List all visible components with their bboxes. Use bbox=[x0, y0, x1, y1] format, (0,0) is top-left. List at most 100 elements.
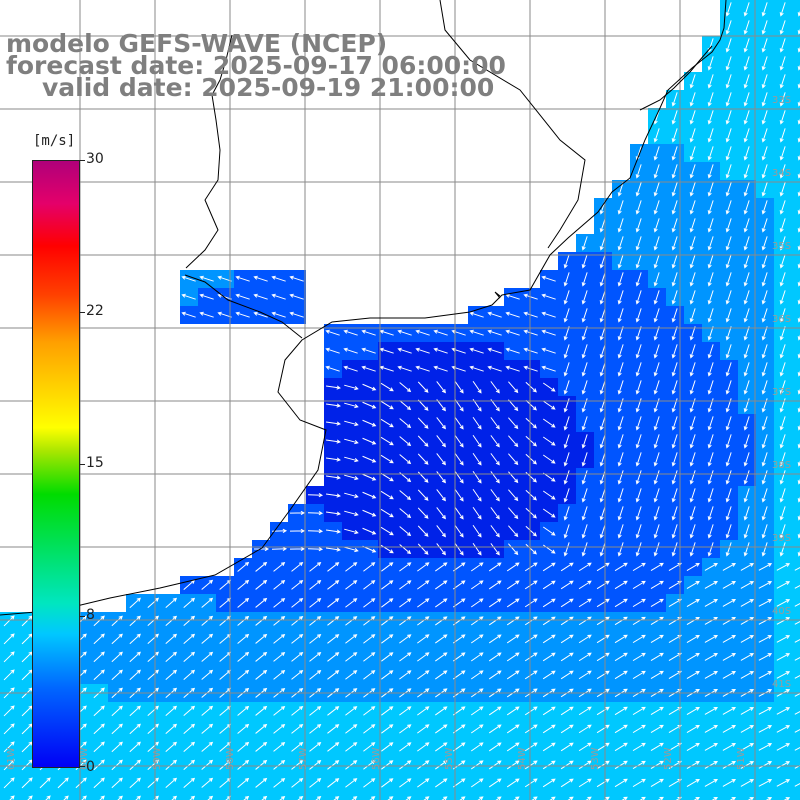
wind-arrow bbox=[650, 580, 664, 590]
wind-cell bbox=[270, 792, 288, 800]
wind-arrow bbox=[201, 705, 214, 716]
wind-arrow bbox=[614, 562, 628, 572]
wind-arrow bbox=[345, 634, 358, 644]
wind-arrow bbox=[309, 634, 322, 644]
wind-arrow bbox=[111, 633, 123, 645]
wind-arrow bbox=[761, 308, 768, 323]
lon-label: 56W bbox=[371, 747, 382, 770]
wind-arrow bbox=[490, 453, 500, 466]
wind-arrow bbox=[291, 651, 304, 662]
wind-arrow bbox=[704, 779, 718, 787]
wind-cell bbox=[792, 396, 800, 414]
colorbar-tickmark bbox=[79, 464, 85, 465]
wind-arrow bbox=[381, 652, 394, 662]
wind-arrow bbox=[399, 562, 412, 572]
wind-arrow bbox=[686, 760, 700, 769]
wind-arrow bbox=[725, 182, 732, 197]
wind-arrow bbox=[689, 146, 696, 161]
wind-arrow bbox=[271, 311, 286, 318]
wind-arrow bbox=[599, 506, 606, 521]
wind-arrow bbox=[596, 724, 610, 734]
wind-arrow bbox=[454, 434, 464, 448]
wind-arrow bbox=[653, 164, 660, 179]
wind-arrow bbox=[635, 308, 642, 323]
wind-arrow bbox=[542, 454, 556, 464]
wind-arrow bbox=[707, 542, 714, 557]
wind-arrow bbox=[255, 615, 268, 626]
wind-arrow bbox=[506, 778, 520, 788]
wind-arrow bbox=[704, 563, 718, 571]
wind-arrow bbox=[689, 164, 696, 179]
wind-arrow bbox=[578, 742, 592, 752]
wind-arrow bbox=[363, 598, 376, 608]
wind-cell bbox=[90, 792, 108, 800]
wind-arrow bbox=[344, 474, 359, 481]
wind-arrow bbox=[380, 400, 394, 410]
wind-arrow bbox=[707, 128, 714, 143]
wind-arrow bbox=[599, 236, 606, 251]
wind-cell bbox=[792, 648, 800, 666]
wind-arrow bbox=[253, 311, 268, 318]
wind-arrow bbox=[470, 760, 484, 770]
wind-arrow bbox=[596, 670, 610, 680]
wind-arrow bbox=[399, 454, 412, 465]
wind-arrow bbox=[362, 401, 377, 409]
wind-arrow bbox=[725, 470, 732, 485]
wind-cell bbox=[306, 792, 324, 800]
wind-arrow bbox=[508, 417, 519, 430]
wind-arrow bbox=[165, 759, 178, 770]
wind-arrow bbox=[653, 380, 660, 395]
wind-cell bbox=[792, 0, 800, 18]
wind-arrow bbox=[201, 651, 214, 662]
wind-arrow bbox=[725, 506, 732, 521]
wind-arrow bbox=[327, 652, 340, 662]
wind-arrow bbox=[635, 488, 642, 503]
wind-arrow bbox=[563, 362, 570, 377]
wind-arrow bbox=[599, 272, 606, 287]
wind-arrow bbox=[635, 182, 642, 197]
wind-arrow bbox=[469, 365, 484, 372]
wind-arrow bbox=[363, 580, 376, 590]
wind-cell bbox=[792, 36, 800, 54]
wind-arrow bbox=[761, 488, 768, 503]
wind-cell bbox=[414, 792, 432, 800]
wind-arrow bbox=[477, 796, 484, 800]
wind-arrow bbox=[362, 491, 377, 499]
wind-arrow bbox=[693, 796, 700, 800]
wind-arrow bbox=[129, 777, 141, 789]
wind-arrow bbox=[653, 218, 660, 233]
wind-arrow bbox=[291, 633, 304, 644]
wind-arrow bbox=[399, 400, 412, 411]
wind-arrow bbox=[653, 416, 660, 431]
wind-arrow bbox=[488, 616, 502, 626]
wind-arrow bbox=[761, 452, 768, 467]
wind-arrow bbox=[3, 669, 15, 681]
wind-arrow bbox=[671, 308, 678, 323]
wind-arrow bbox=[689, 254, 696, 269]
wind-arrow bbox=[779, 146, 786, 161]
wind-arrow bbox=[761, 74, 768, 89]
wind-arrow bbox=[758, 743, 773, 751]
wind-arrow bbox=[650, 562, 664, 572]
wind-arrow bbox=[524, 562, 538, 572]
wind-arrow bbox=[650, 598, 664, 608]
wind-arrow bbox=[307, 547, 324, 552]
wind-arrow bbox=[273, 579, 286, 590]
wind-arrow bbox=[779, 200, 786, 215]
wind-arrow bbox=[581, 434, 588, 449]
wind-arrow bbox=[361, 329, 376, 336]
wind-arrow bbox=[779, 524, 786, 539]
wind-arrow bbox=[399, 418, 412, 429]
wind-arrow bbox=[743, 182, 750, 197]
wind-arrow bbox=[761, 128, 768, 143]
wind-arrow bbox=[524, 616, 538, 626]
wind-arrow bbox=[397, 365, 412, 372]
wind-arrow bbox=[165, 705, 178, 716]
wind-arrow bbox=[563, 524, 570, 539]
wind-arrow bbox=[743, 344, 750, 359]
lat-label: 33S bbox=[772, 95, 791, 106]
wind-arrow bbox=[740, 563, 755, 571]
colorbar-tick-0: 0 bbox=[86, 759, 95, 775]
wind-arrow bbox=[761, 326, 768, 341]
wind-arrow bbox=[21, 777, 33, 789]
